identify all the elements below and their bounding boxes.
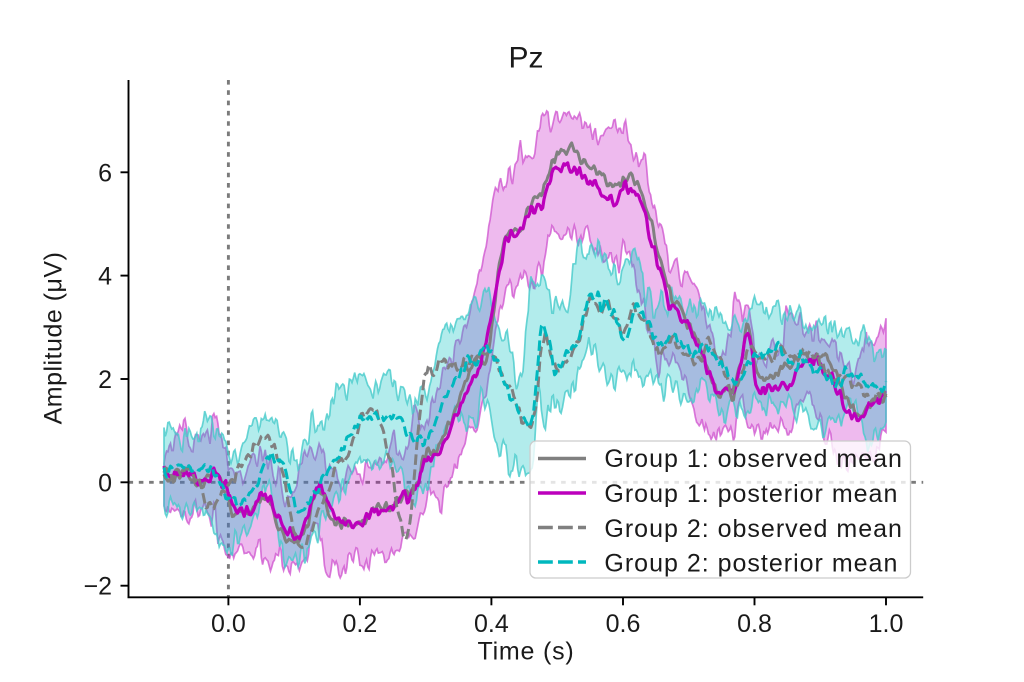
svg-text:2: 2 bbox=[98, 366, 112, 394]
svg-text:Amplitude (μV): Amplitude (μV) bbox=[40, 252, 68, 425]
svg-text:6: 6 bbox=[98, 159, 112, 187]
svg-text:0.0: 0.0 bbox=[211, 610, 246, 638]
svg-text:Time (s): Time (s) bbox=[477, 637, 574, 665]
svg-text:−2: −2 bbox=[83, 573, 112, 601]
svg-text:0.8: 0.8 bbox=[737, 610, 772, 638]
svg-text:Group 2: observed mean: Group 2: observed mean bbox=[604, 515, 903, 543]
svg-text:0: 0 bbox=[98, 469, 112, 497]
svg-text:4: 4 bbox=[98, 263, 112, 291]
svg-text:0.4: 0.4 bbox=[474, 610, 509, 638]
svg-text:Group 1: observed mean: Group 1: observed mean bbox=[604, 445, 903, 473]
svg-text:1.0: 1.0 bbox=[869, 610, 904, 638]
svg-text:Group 1: posterior mean: Group 1: posterior mean bbox=[604, 480, 898, 508]
svg-text:Pz: Pz bbox=[508, 42, 543, 75]
svg-text:0.6: 0.6 bbox=[606, 610, 641, 638]
svg-text:Group 2: posterior mean: Group 2: posterior mean bbox=[604, 550, 898, 578]
svg-text:0.2: 0.2 bbox=[343, 610, 378, 638]
